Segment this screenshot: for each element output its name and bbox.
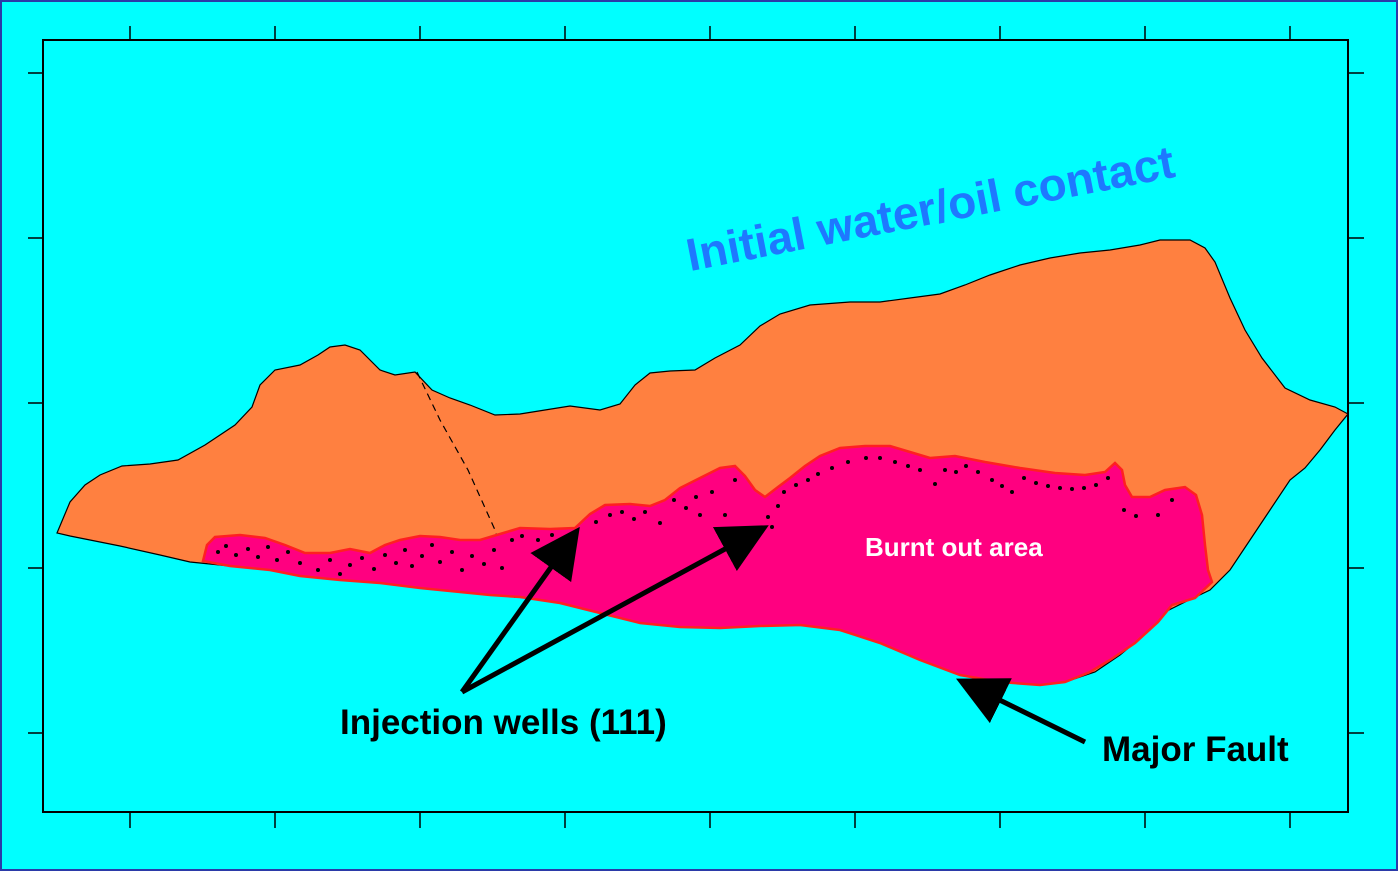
injection-well-markers [216,456,1174,576]
burnt-zone [201,444,1214,687]
map-frame [42,39,1349,813]
arrow-icon [956,678,1087,745]
arrow-icon [460,525,769,695]
fault-line-dashed [416,371,516,599]
major-fault-label: Major Fault [1102,730,1289,769]
map-ticks [28,26,1364,828]
arrow-icon [459,526,580,694]
burnt-area-label: Burnt out area [865,532,1043,562]
injection-wells-label: Injection wells (111) [340,703,667,742]
